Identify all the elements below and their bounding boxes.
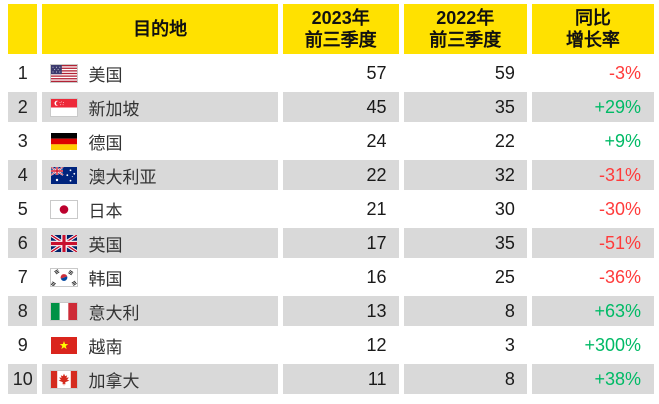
table-row: 4 澳大利亚 22 32 -31%	[8, 160, 654, 190]
rank-number: 3	[8, 126, 38, 156]
destination-cell: 加拿大	[42, 364, 278, 394]
value-2023: 22	[282, 160, 399, 190]
flag-canada-icon	[50, 369, 79, 389]
flag-australia-icon	[51, 166, 78, 184]
table-row: 5 日本 21 30 -30%	[8, 194, 654, 224]
growth-rate: +29%	[531, 92, 654, 122]
table-header: 目的地 2023年 前三季度 2022年 前三季度 同比 增长率	[8, 4, 654, 54]
header-2023: 2023年 前三季度	[282, 4, 399, 54]
rank-number: 7	[8, 262, 38, 292]
flag-italy-icon	[50, 301, 79, 321]
header-2022-line1: 2022年	[436, 8, 495, 28]
rank-number: 10	[8, 364, 38, 394]
value-2022: 32	[403, 160, 527, 190]
table-row: 7 韩国 16 25 -36%	[8, 262, 654, 292]
country-name: 德国	[88, 133, 123, 153]
header-2022: 2022年 前三季度	[403, 4, 527, 54]
growth-rate: +38%	[531, 364, 654, 394]
table-row: 10 加拿大 11 8 +38%	[8, 364, 654, 394]
header-2022-line2: 前三季度	[429, 30, 502, 50]
growth-rate: +9%	[531, 126, 654, 156]
country-name: 新加坡	[88, 99, 140, 119]
value-2022: 35	[403, 228, 527, 258]
table-body: 1 美国 57 59 -3% 2 新加坡 45 35 +29% 3 德国	[8, 58, 654, 394]
value-2022: 22	[403, 126, 527, 156]
header-growth: 同比 增长率	[531, 4, 654, 54]
destination-cell: 美国	[42, 58, 278, 88]
destination-cell: 意大利	[42, 296, 278, 326]
flag-japan-icon	[50, 199, 79, 219]
table-row: 8 意大利 13 8 +63%	[8, 296, 654, 326]
table-row: 3 德国 24 22 +9%	[8, 126, 654, 156]
country-name: 美国	[88, 65, 123, 85]
value-2023: 21	[282, 194, 399, 224]
value-2023: 24	[282, 126, 399, 156]
destination-ranking-table: 目的地 2023年 前三季度 2022年 前三季度 同比 增长率 1 美国 57 59…	[3, 0, 659, 398]
header-2023-line2: 前三季度	[304, 30, 377, 50]
growth-rate: -3%	[531, 58, 654, 88]
rank-number: 4	[8, 160, 38, 190]
value-2023: 11	[282, 364, 399, 394]
value-2023: 16	[282, 262, 399, 292]
rank-number: 2	[8, 92, 38, 122]
country-name: 加拿大	[88, 371, 140, 391]
value-2022: 59	[403, 58, 527, 88]
country-name: 越南	[88, 337, 123, 357]
country-name: 意大利	[88, 303, 140, 323]
destination-cell: 日本	[42, 194, 278, 224]
rank-number: 8	[8, 296, 38, 326]
value-2022: 25	[403, 262, 527, 292]
destination-cell: 越南	[42, 330, 278, 360]
destination-cell: 新加坡	[42, 92, 278, 122]
flag-south-korea-icon	[50, 267, 79, 287]
destination-cell: 德国	[42, 126, 278, 156]
growth-rate: +300%	[531, 330, 654, 360]
flag-germany-icon	[51, 132, 78, 150]
value-2022: 8	[403, 296, 527, 326]
country-name: 日本	[88, 201, 123, 221]
destination-cell: 澳大利亚	[42, 160, 278, 190]
flag-vietnam-icon	[51, 336, 78, 354]
value-2023: 17	[282, 228, 399, 258]
growth-rate: -36%	[531, 262, 654, 292]
flag-us-icon	[50, 63, 79, 83]
value-2022: 3	[403, 330, 527, 360]
country-name: 韩国	[88, 269, 123, 289]
destination-cell: 英国	[42, 228, 278, 258]
value-2022: 35	[403, 92, 527, 122]
header-growth-line2: 增长率	[565, 30, 620, 50]
header-destination-label: 目的地	[133, 19, 188, 39]
header-rank	[8, 4, 38, 54]
flag-uk-icon	[51, 234, 78, 252]
value-2023: 45	[282, 92, 399, 122]
country-name: 澳大利亚	[88, 167, 157, 187]
growth-rate: +63%	[531, 296, 654, 326]
header-destination: 目的地	[42, 4, 278, 54]
growth-rate: -30%	[531, 194, 654, 224]
growth-rate: -31%	[531, 160, 654, 190]
table-row: 9 越南 12 3 +300%	[8, 330, 654, 360]
table-row: 1 美国 57 59 -3%	[8, 58, 654, 88]
value-2023: 13	[282, 296, 399, 326]
rank-number: 9	[8, 330, 38, 360]
header-growth-line1: 同比	[574, 8, 611, 28]
header-2023-line1: 2023年	[311, 8, 370, 28]
growth-rate: -51%	[531, 228, 654, 258]
value-2023: 12	[282, 330, 399, 360]
value-2022: 30	[403, 194, 527, 224]
rank-number: 1	[8, 58, 38, 88]
destination-cell: 韩国	[42, 262, 278, 292]
table-row: 6 英国 17 35 -51%	[8, 228, 654, 258]
table-row: 2 新加坡 45 35 +29%	[8, 92, 654, 122]
country-name: 英国	[88, 235, 123, 255]
rank-number: 6	[8, 228, 38, 258]
value-2023: 57	[282, 58, 399, 88]
value-2022: 8	[403, 364, 527, 394]
flag-singapore-icon	[50, 97, 79, 117]
rank-number: 5	[8, 194, 38, 224]
